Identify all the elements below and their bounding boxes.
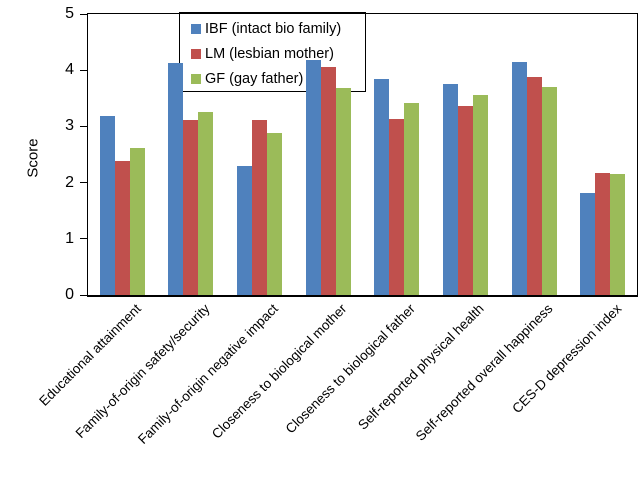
bar-ibf-4 [305,60,321,295]
legend-label: GF (gay father) [205,70,304,87]
y-tick-label: 5 [65,5,74,22]
y-tick-label: 0 [65,286,74,303]
plot-area [87,13,638,297]
bar-ibf-1 [99,115,115,295]
y-axis-title: Score [24,138,42,178]
bar-lm-1 [114,161,130,295]
bar-lm-2 [183,119,199,295]
legend-label: IBF (intact bio family) [205,20,342,37]
x-category-label: Family-of-origin negative impact [135,301,282,447]
y-tick-mark [80,125,87,127]
bar-lm-5 [389,118,405,295]
bar-ibf-5 [374,79,390,295]
x-category-label: Self-reported physical health [355,301,488,433]
bar-ibf-2 [168,63,184,295]
bar-lm-6 [457,105,473,295]
x-category-label: Closeness to biological father [283,301,419,437]
x-category-label: Self-reported overall happiness [412,301,556,444]
bar-ibf-7 [511,61,527,295]
y-tick-label: 1 [65,229,74,247]
legend-marker-ibf [191,23,201,34]
bar-lm-3 [252,120,268,295]
bar-gf-6 [472,94,488,295]
legend: IBF (intact bio family) LM (lesbian mothe… [179,12,366,92]
bar-gf-7 [541,87,557,295]
y-tick-label: 3 [65,117,74,135]
bar-gf-3 [267,133,283,295]
bar-gf-1 [129,147,145,295]
bar-lm-7 [526,76,542,295]
bar-ibf-8 [580,193,596,295]
bar-gf-2 [198,112,214,295]
legend-label: LM (lesbian mother) [205,45,334,62]
legend-item: LM (lesbian mother) [180,41,365,66]
y-tick-label: 2 [65,173,74,191]
y-tick-mark [80,69,87,71]
bar-gf-4 [335,87,351,295]
legend-item: GF (gay father) [180,66,365,91]
legend-marker-gf [191,73,201,84]
y-tick-mark [80,238,87,240]
y-tick-label: 4 [65,61,74,79]
x-category-label: Family-of-origin safety/security [72,301,213,442]
legend-item: IBF (intact bio family) [180,16,365,41]
x-category-label: Closeness to biological mother [209,301,350,442]
bar-lm-4 [320,67,336,295]
bar-gf-5 [404,103,420,295]
bar-ibf-6 [442,84,458,295]
bar-gf-8 [610,173,626,295]
y-tick-mark [80,182,87,184]
bar-ibf-3 [237,166,253,295]
bar-lm-8 [595,173,611,295]
legend-marker-lm [191,48,201,59]
y-tick-mark [80,294,87,296]
y-tick-mark [80,13,87,15]
